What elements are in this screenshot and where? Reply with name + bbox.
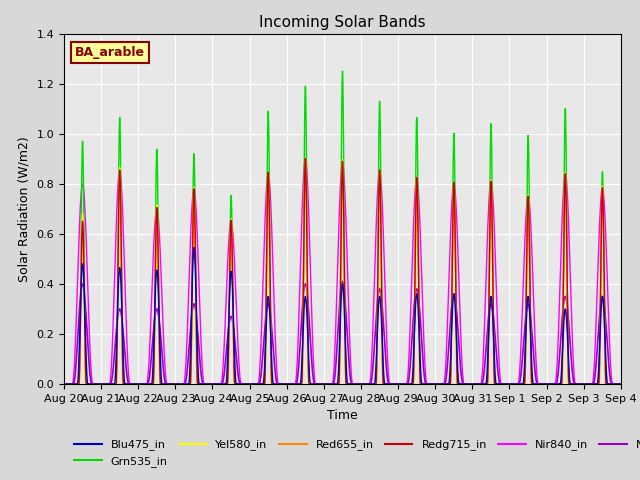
X-axis label: Time: Time [327, 409, 358, 422]
Title: Incoming Solar Bands: Incoming Solar Bands [259, 15, 426, 30]
Y-axis label: Solar Radiation (W/m2): Solar Radiation (W/m2) [18, 136, 31, 282]
Text: BA_arable: BA_arable [75, 46, 145, 59]
Legend: Blu475_in, Grn535_in, Yel580_in, Red655_in, Redg715_in, Nir840_in, Nir945_in: Blu475_in, Grn535_in, Yel580_in, Red655_… [70, 435, 640, 471]
